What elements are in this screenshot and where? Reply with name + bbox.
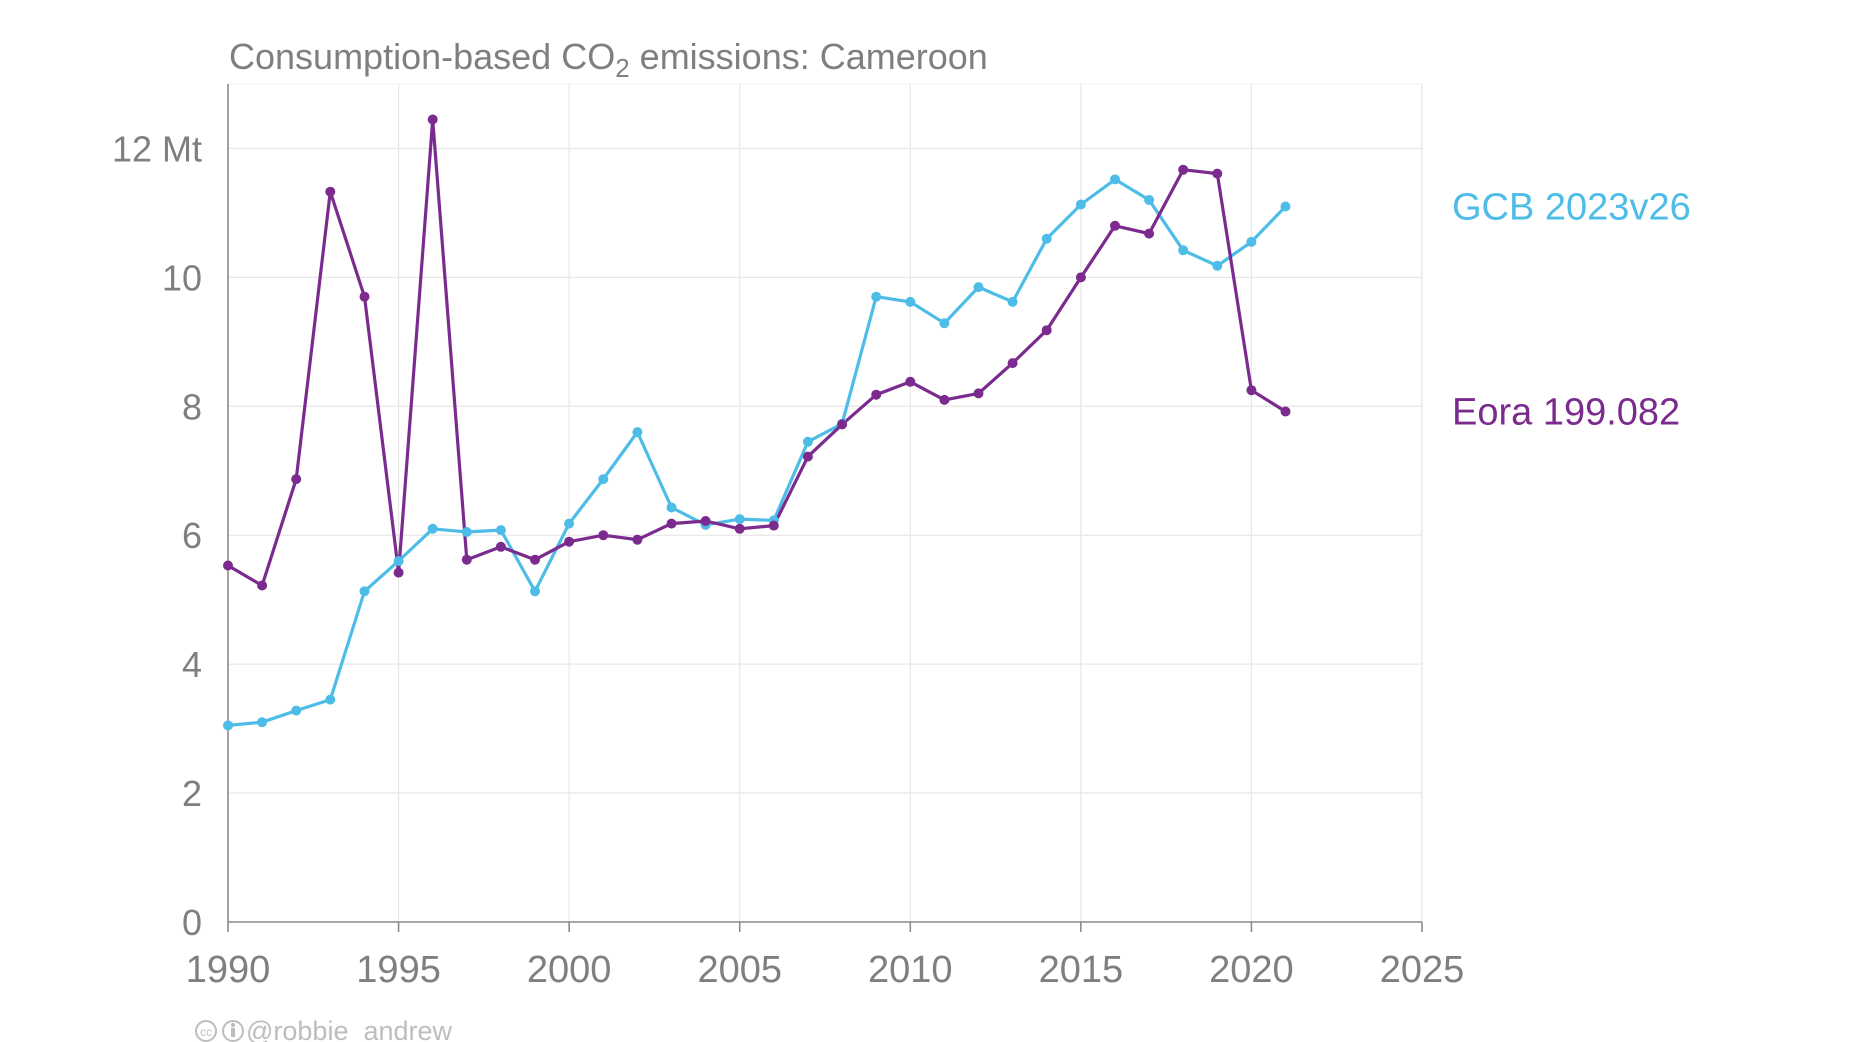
series-labels: GCB 2023v26 Eora 199.082 (1452, 186, 1691, 433)
data-point-gcb-2023v26 (1144, 195, 1155, 205)
data-point-gcb-2023v26 (495, 525, 506, 536)
data-point-gcb-2023v26 (257, 717, 268, 728)
data-point-gcb-2023v26 (905, 296, 916, 307)
data-point-gcb-2023v26 (359, 586, 370, 597)
data-point-eora-199-082 (1212, 168, 1223, 179)
data-point-gcb-2023v26 (666, 502, 677, 513)
data-point-gcb-2023v26 (223, 720, 233, 731)
data-point-eora-199-082 (734, 523, 745, 534)
grid (228, 83, 1423, 922)
x-tick-label: 2020 (1209, 949, 1294, 991)
series-line-gcb-2023v26 (226, 177, 1288, 728)
data-point-eora-199-082 (666, 518, 677, 529)
series-label-eora-199-082: Eora 199.082 (1452, 391, 1680, 433)
data-point-gcb-2023v26 (564, 518, 575, 529)
data-point-gcb-2023v26 (393, 556, 404, 566)
y-tick-labels: 0 2 4 6 8 10 12 Mt (112, 128, 202, 943)
data-point-eora-199-082 (359, 291, 370, 302)
data-point-eora-199-082 (905, 376, 916, 387)
data-point-gcb-2023v26 (530, 586, 540, 597)
data-point-gcb-2023v26 (461, 527, 472, 537)
data-point-eora-199-082 (598, 530, 609, 541)
series-line-eora-199-082 (226, 117, 1288, 588)
y-tick-label: 6 (182, 515, 202, 556)
x-tick-label: 2025 (1380, 949, 1465, 991)
data-point-gcb-2023v26 (632, 427, 643, 438)
chart-title: Consumption-based CO2 emissions: Cameroo… (229, 36, 988, 83)
data-point-gcb-2023v26 (291, 705, 302, 716)
data-point-eora-199-082 (1110, 220, 1120, 231)
data-point-eora-199-082 (1007, 358, 1018, 369)
data-point-eora-199-082 (325, 186, 336, 197)
series-lines (226, 117, 1288, 728)
data-point-eora-199-082 (1041, 325, 1052, 336)
data-point-eora-199-082 (393, 567, 404, 578)
data-point-eora-199-082 (291, 474, 302, 485)
x-tick-label: 2000 (527, 949, 612, 991)
data-point-gcb-2023v26 (427, 523, 438, 534)
data-point-gcb-2023v26 (1280, 201, 1291, 212)
data-point-eora-199-082 (257, 580, 268, 591)
data-point-gcb-2023v26 (1246, 236, 1257, 247)
data-point-gcb-2023v26 (1041, 233, 1052, 244)
data-point-gcb-2023v26 (871, 291, 882, 302)
data-point-eora-199-082 (427, 114, 438, 125)
credit: cc @robbie_andrew (195, 1016, 453, 1042)
data-point-gcb-2023v26 (734, 514, 745, 525)
series-points (223, 114, 1291, 731)
data-point-gcb-2023v26 (973, 282, 984, 293)
y-tick-label: 8 (182, 386, 202, 427)
data-point-eora-199-082 (1178, 164, 1189, 175)
data-point-eora-199-082 (530, 554, 540, 565)
y-tick-label: 12 Mt (112, 128, 202, 169)
data-point-gcb-2023v26 (1212, 260, 1223, 271)
data-point-eora-199-082 (632, 534, 643, 545)
data-point-eora-199-082 (223, 560, 233, 571)
x-tick-label: 1995 (356, 949, 441, 991)
axes (227, 84, 1423, 932)
y-tick-label: 10 (162, 257, 202, 298)
series-label-gcb-2023v26: GCB 2023v26 (1452, 186, 1691, 228)
data-point-eora-199-082 (700, 516, 711, 526)
data-point-gcb-2023v26 (939, 318, 950, 329)
by-icon (222, 1020, 244, 1042)
data-point-eora-199-082 (768, 520, 779, 531)
data-point-gcb-2023v26 (1075, 199, 1086, 210)
x-tick-label: 2005 (697, 949, 782, 991)
data-point-eora-199-082 (1280, 406, 1291, 417)
y-tick-label: 2 (182, 773, 202, 814)
data-point-eora-199-082 (1246, 385, 1257, 396)
data-point-gcb-2023v26 (598, 474, 609, 485)
data-point-eora-199-082 (871, 389, 882, 400)
data-point-gcb-2023v26 (1178, 245, 1189, 256)
x-tick-label: 1990 (186, 949, 271, 991)
x-tick-label: 2010 (868, 949, 953, 991)
data-point-eora-199-082 (564, 536, 575, 547)
data-point-eora-199-082 (461, 554, 472, 565)
y-tick-label: 0 (182, 902, 202, 943)
svg-text:cc: cc (200, 1025, 212, 1039)
data-point-eora-199-082 (973, 388, 984, 399)
data-point-eora-199-082 (939, 394, 950, 405)
cc-icon: cc (195, 1020, 217, 1042)
data-point-eora-199-082 (1144, 228, 1155, 239)
data-point-eora-199-082 (837, 419, 848, 430)
data-point-gcb-2023v26 (1110, 174, 1120, 185)
data-point-gcb-2023v26 (325, 694, 336, 705)
data-point-eora-199-082 (802, 451, 813, 462)
data-point-gcb-2023v26 (802, 436, 813, 447)
data-point-eora-199-082 (495, 541, 506, 552)
x-tick-label: 2015 (1039, 949, 1124, 991)
data-point-gcb-2023v26 (1007, 296, 1018, 307)
x-tick-labels: 1990 1995 2000 2005 2010 2015 2020 2025 (186, 949, 1465, 991)
y-tick-label: 4 (182, 644, 202, 685)
credit-handle: @robbie_andrew (246, 1016, 453, 1042)
data-point-eora-199-082 (1075, 272, 1086, 283)
